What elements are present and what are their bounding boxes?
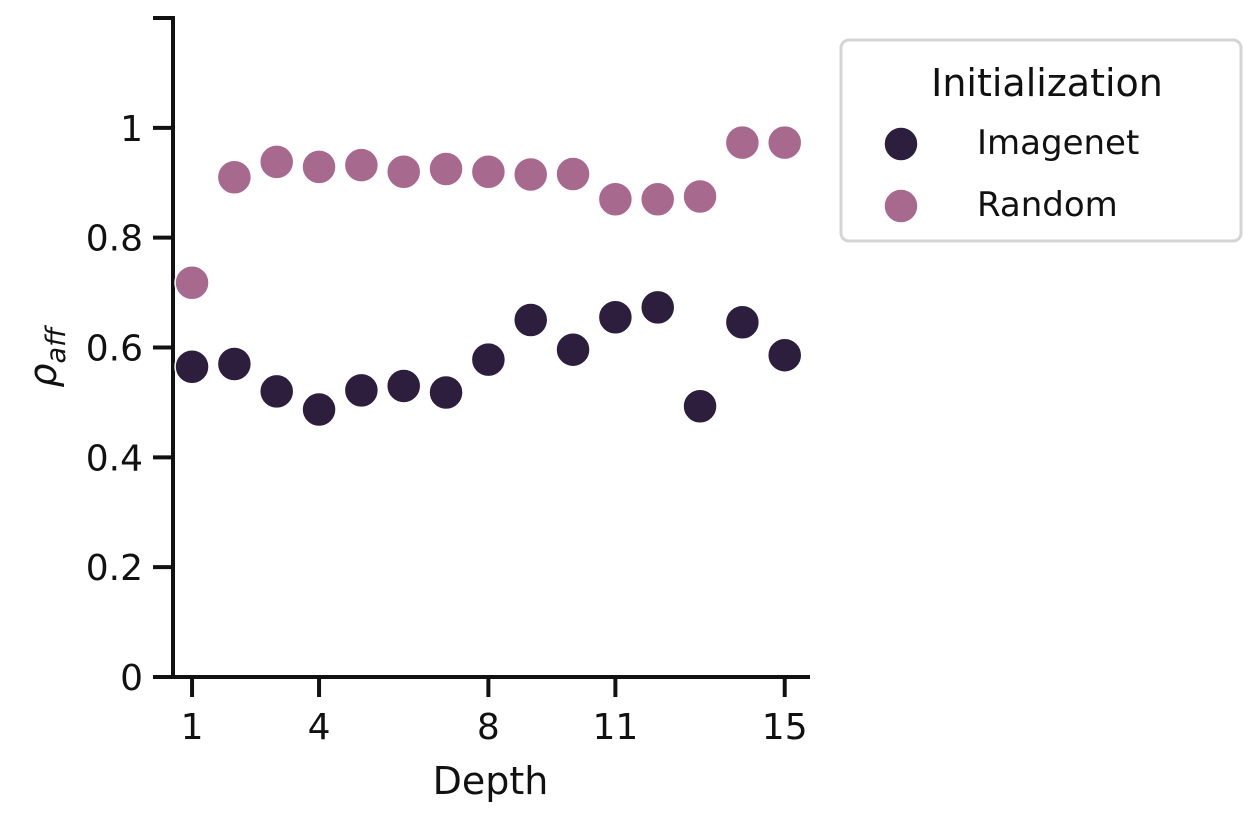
legend-items: Imagenet Random: [883, 123, 1139, 225]
y-tick-label: 0.8: [86, 219, 143, 260]
data-point-imagenet: [639, 289, 676, 326]
data-point-random: [258, 144, 295, 180]
data-point-random: [174, 264, 210, 301]
x-ticks: 1 4 8 11 15: [181, 677, 808, 748]
data-point-random: [301, 149, 337, 185]
data-point-random: [428, 151, 464, 187]
data-point-imagenet: [682, 388, 718, 425]
data-point-random: [343, 147, 380, 183]
x-tick-label: 15: [762, 707, 808, 748]
data-point-random: [639, 181, 676, 217]
legend-box: [839, 38, 1243, 243]
legend-marker-random: [883, 188, 919, 224]
data-point-random: [385, 154, 422, 190]
data-point-random: [216, 159, 253, 196]
axes: 0 0.2 0.4 0.6 0.8 1 1 4 8 11 15: [86, 16, 810, 748]
y-axis-title: ρaff: [21, 325, 72, 388]
data-point-imagenet: [470, 341, 507, 378]
y-tick-label: 0.6: [86, 329, 143, 370]
data-points: [174, 124, 803, 428]
y-tick-label: 1: [120, 109, 143, 150]
data-point-imagenet: [301, 391, 337, 428]
data-point-random: [555, 156, 591, 192]
x-tick-label: 1: [181, 707, 204, 748]
y-ticks: 0 0.2 0.4 0.6 0.8 1: [86, 16, 173, 699]
data-point-random: [597, 181, 634, 217]
data-point-imagenet: [343, 372, 380, 409]
series-random: [174, 124, 803, 301]
x-axis-title: Depth: [433, 759, 549, 803]
data-point-random: [766, 124, 803, 161]
legend-label-random: Random: [977, 185, 1118, 225]
data-point-imagenet: [216, 346, 253, 382]
data-point-random: [724, 124, 761, 161]
y-tick-label: 0.4: [86, 438, 143, 479]
y-tick-label: 0: [120, 658, 143, 699]
data-point-imagenet: [724, 304, 761, 340]
data-point-random: [470, 154, 507, 190]
data-point-imagenet: [258, 373, 295, 410]
data-point-imagenet: [174, 348, 210, 385]
data-point-imagenet: [428, 374, 464, 411]
data-point-imagenet: [512, 302, 549, 338]
data-point-random: [512, 156, 549, 193]
legend-marker-imagenet: [883, 126, 919, 162]
legend-title: Initialization: [931, 61, 1163, 105]
legend: Initialization Imagenet Random: [839, 38, 1243, 243]
data-point-imagenet: [385, 368, 422, 404]
x-tick-label: 8: [477, 707, 500, 748]
x-tick-label: 11: [592, 707, 638, 748]
data-point-imagenet: [555, 331, 591, 368]
y-axis-title-subscript: aff: [41, 325, 72, 364]
y-tick-label: 0.2: [86, 548, 143, 589]
legend-label-imagenet: Imagenet: [977, 123, 1139, 163]
x-tick-label: 4: [308, 707, 331, 748]
data-point-random: [682, 178, 718, 215]
y-axis-title-symbol: ρ: [21, 363, 65, 387]
data-point-imagenet: [597, 299, 634, 336]
data-point-imagenet: [766, 337, 803, 373]
series-imagenet: [174, 289, 803, 428]
